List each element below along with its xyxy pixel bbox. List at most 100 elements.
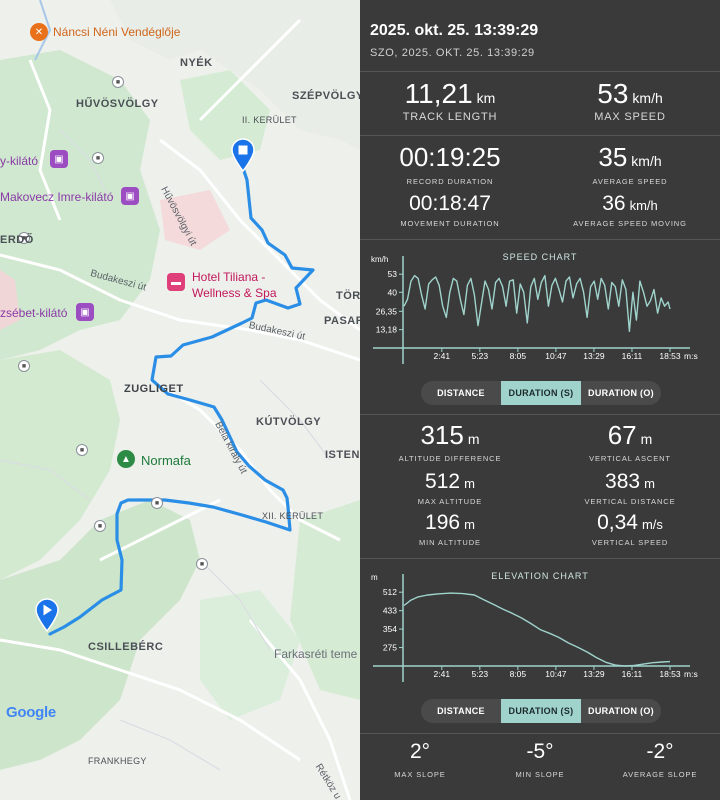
speed-chart[interactable]: km/h 13,18 26,35 40 53 2:41 5:23 8:05 10:47 13:29… [360,248,720,368]
average-speed-unit: km/h [631,153,662,169]
stat-max-altitude: 512 m MAX ALTITUDE [360,470,540,506]
district-zugliget: ZUGLIGET [124,383,184,395]
district-huvosvolgy: HŰVÖSVÖLGY [76,98,159,110]
poi-erzsebet[interactable]: zsébet-kilátó [0,306,68,320]
elevation-chart-title: ELEVATION CHART [491,571,589,581]
altitude-difference-value: 315 [420,420,464,450]
district-frankhegy: FRANKHEGY [88,756,147,766]
poi-tiliana-line1[interactable]: Hotel Tiliana - [192,270,266,284]
max-speed-value: 53 [597,78,629,109]
bus-stop-icon[interactable]: ■ [18,360,30,372]
speed-mode-duration-o[interactable]: DURATION (O) [588,388,654,398]
poi-kilato[interactable]: y-kilátó [0,154,39,168]
park-icon[interactable]: ▲ [117,450,135,468]
viewpoint-icon[interactable]: ▣ [50,150,68,168]
viewpoint-icon[interactable]: ▣ [121,187,139,205]
hotel-icon[interactable]: ▬ [167,273,185,291]
bus-stop-icon[interactable]: ■ [76,444,88,456]
start-marker-icon[interactable] [34,598,60,632]
stat-average-speed: 35 km/h AVERAGE SPEED [540,142,720,186]
speed-chart-x-tick-label: 5:23 [472,351,489,361]
vertical-distance-label: VERTICAL DISTANCE [584,497,676,506]
poi-normafa[interactable]: Normafa [141,453,191,468]
track-length-value: 11,21 [404,78,473,109]
average-slope-value: -2° [646,740,674,763]
stat-max-speed: 53 km/h MAX SPEED [540,78,720,123]
elevation-chart[interactable]: m 275 354 433 512 2:41 5:23 8:05 10:47 13:29 16:11… [360,566,720,688]
max-speed-unit: km/h [632,90,663,106]
district-nyek: NYÉK [180,57,213,69]
stat-track-length: 11,21 km TRACK LENGTH [360,78,540,123]
elevation-mode-duration-s[interactable]: DURATION (S) [501,699,581,723]
bus-stop-icon[interactable]: ■ [92,152,104,164]
track-title: 2025. okt. 25. 13:39:29 [370,22,539,39]
bus-stop-icon[interactable]: ■ [94,520,106,532]
elevation-chart-x-tick-label: 18:53 [659,669,681,679]
vertical-ascent-label: VERTICAL ASCENT [589,454,671,463]
average-speed-moving-label: AVERAGE SPEED MOVING [573,219,687,228]
speed-chart-x-tick-label: 18:53 [659,351,681,361]
speed-chart-x-tick-label: 2:41 [434,351,451,361]
elevation-chart-x-tick-label: 8:05 [510,669,527,679]
divider [360,414,720,415]
speed-mode-distance[interactable]: DISTANCE [437,388,485,398]
stat-average-slope: -2° AVERAGE SLOPE [600,740,720,779]
poi-makovecz[interactable]: Makovecz Imre-kilátó [0,190,114,204]
district-erdo: ERDŐ [0,234,34,246]
viewpoint-icon[interactable]: ▣ [76,303,94,321]
divider [360,733,720,734]
track-subtitle: SZO, 2025. OKT. 25. 13:39:29 [370,47,535,59]
stat-min-slope: -5° MIN SLOPE [480,740,600,779]
poi-nancsi[interactable]: Náncsi Néni Vendéglője [53,25,181,39]
google-logo: Google [6,704,56,721]
bus-stop-icon[interactable]: ■ [18,232,30,244]
district-szepvolgy: SZÉPVÖLGY [292,90,360,102]
speed-chart-series-line [403,274,671,333]
track-stats-panel[interactable]: 2025. okt. 25. 13:39:29 SZO, 2025. OKT. … [360,0,720,800]
elevation-chart-mode-toggle[interactable]: DISTANCE DURATION (S) DURATION (O) [421,699,661,723]
restaurant-icon[interactable]: ✕ [30,23,48,41]
poi-tiliana-line2[interactable]: Wellness & Spa [192,286,277,300]
altitude-difference-unit: m [467,431,480,447]
map-canvas[interactable] [0,0,360,800]
vertical-ascent-value: 67 [607,420,637,450]
speed-chart-x-tick-label: 8:05 [510,351,527,361]
speed-chart-x-tick-label: 13:29 [583,351,605,361]
elevation-chart-x-unit: m:s [684,669,698,679]
bus-stop-icon[interactable]: ■ [112,76,124,88]
speed-chart-y-tick-label: 26,35 [376,306,398,316]
vertical-distance-value: 383 [605,470,641,493]
bus-stop-icon[interactable]: ■ [196,558,208,570]
elevation-mode-distance[interactable]: DISTANCE [437,706,485,716]
stat-movement-duration: 00:18:47 MOVEMENT DURATION [360,192,540,228]
speed-chart-mode-toggle[interactable]: DISTANCE DURATION (S) DURATION (O) [421,381,661,405]
divider [360,558,720,559]
divider [360,135,720,136]
map-view[interactable]: ✕ Náncsi Néni Vendéglője y-kilátó ▣ Mako… [0,0,360,800]
finish-marker-icon[interactable] [230,138,256,172]
google-logo-text: Google [6,704,56,721]
elevation-chart-x-tick-label: 2:41 [434,669,451,679]
min-slope-label: MIN SLOPE [515,770,565,779]
max-slope-value: 2° [409,740,431,763]
speed-chart-y-unit: km/h [371,255,388,264]
average-speed-moving-value: 36 [602,192,626,215]
district-kutvolgy: KÚTVÖLGY [256,416,322,428]
poi-farkasreti[interactable]: Farkasréti teme [274,647,358,661]
vertical-ascent-unit: m [640,431,653,447]
max-altitude-label: MAX ALTITUDE [417,497,483,506]
max-altitude-unit: m [464,476,475,491]
elevation-chart-series-line [403,592,671,667]
divider [360,239,720,240]
speed-chart-y-tick-label: 53 [388,269,398,279]
bus-stop-icon[interactable]: ■ [151,497,163,509]
elevation-mode-duration-o[interactable]: DURATION (O) [588,706,654,716]
elevation-chart-y-tick-label: 433 [383,606,397,616]
speed-chart-y-tick-label: 13,18 [376,325,398,335]
track-length-unit: km [476,90,496,106]
min-altitude-value: 196 [425,511,461,534]
min-altitude-label: MIN ALTITUDE [419,538,481,547]
speed-mode-duration-s[interactable]: DURATION (S) [501,381,581,405]
average-slope-label: AVERAGE SLOPE [622,770,698,779]
speed-chart-y-tick-label: 40 [388,287,398,297]
